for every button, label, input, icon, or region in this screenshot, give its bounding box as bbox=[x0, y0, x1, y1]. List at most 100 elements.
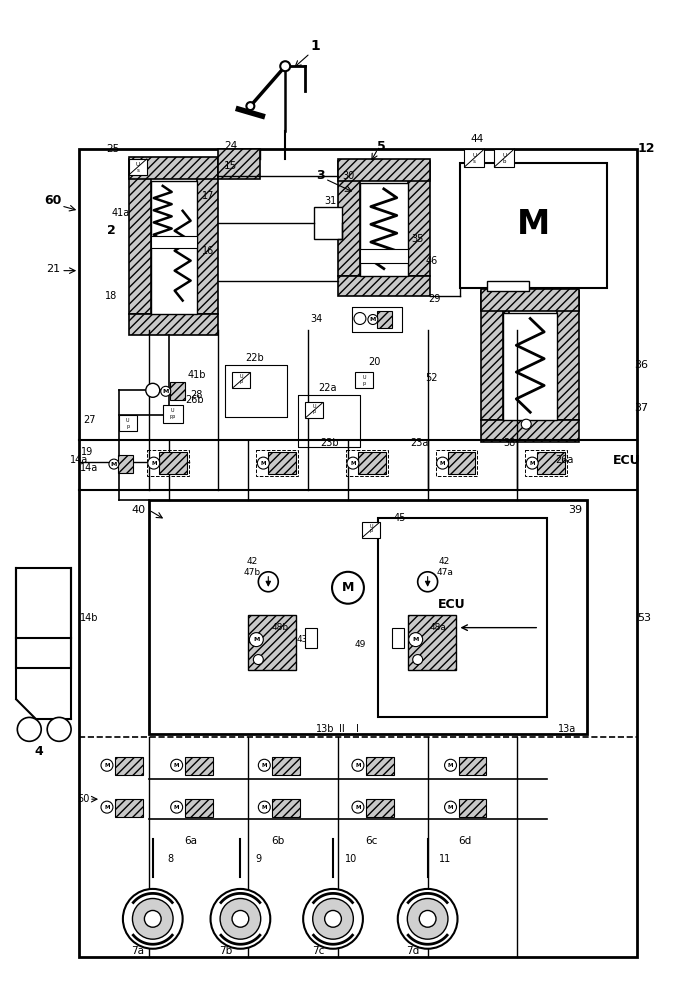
Circle shape bbox=[171, 759, 183, 771]
Bar bbox=[119, 415, 137, 431]
Text: M: M bbox=[151, 461, 157, 466]
Bar bbox=[346, 450, 387, 476]
Text: M: M bbox=[350, 461, 355, 466]
Circle shape bbox=[368, 315, 378, 324]
Bar bbox=[460, 163, 607, 288]
Bar bbox=[115, 757, 143, 775]
Text: p: p bbox=[369, 528, 373, 533]
Bar bbox=[362, 522, 380, 538]
Text: 45: 45 bbox=[394, 513, 406, 523]
Text: 19: 19 bbox=[81, 447, 93, 457]
Text: pp: pp bbox=[170, 414, 176, 419]
Text: p: p bbox=[126, 424, 129, 429]
Text: 6d: 6d bbox=[458, 836, 471, 846]
Bar bbox=[458, 799, 486, 817]
Bar bbox=[355, 372, 373, 388]
Bar bbox=[225, 365, 287, 417]
Text: 14a: 14a bbox=[80, 463, 98, 473]
Circle shape bbox=[445, 801, 456, 813]
Circle shape bbox=[354, 313, 366, 324]
Bar bbox=[481, 420, 579, 442]
Text: 20: 20 bbox=[368, 357, 381, 367]
Text: b: b bbox=[503, 159, 506, 164]
Circle shape bbox=[257, 457, 269, 469]
Circle shape bbox=[17, 717, 42, 741]
Text: II: II bbox=[339, 724, 345, 734]
Text: U: U bbox=[126, 418, 129, 423]
Circle shape bbox=[123, 889, 183, 949]
Text: 18: 18 bbox=[105, 291, 117, 301]
Text: 39: 39 bbox=[568, 505, 582, 515]
Text: 8: 8 bbox=[168, 854, 174, 864]
Text: 35: 35 bbox=[411, 234, 424, 244]
Text: U: U bbox=[136, 162, 140, 167]
Text: M: M bbox=[104, 805, 110, 810]
Circle shape bbox=[437, 457, 449, 469]
Text: U: U bbox=[171, 408, 174, 413]
Text: 42: 42 bbox=[247, 557, 258, 566]
Text: 47a: 47a bbox=[436, 568, 453, 577]
Circle shape bbox=[148, 457, 160, 469]
Text: 48a: 48a bbox=[429, 623, 446, 632]
Text: M: M bbox=[342, 581, 354, 594]
Text: 40: 40 bbox=[131, 505, 146, 515]
Text: U: U bbox=[313, 404, 316, 409]
Bar bbox=[488, 281, 529, 291]
Text: M: M bbox=[529, 461, 535, 466]
Text: M: M bbox=[253, 637, 259, 642]
Circle shape bbox=[101, 801, 113, 813]
Text: 49: 49 bbox=[354, 640, 366, 649]
Text: 22a: 22a bbox=[318, 383, 336, 393]
Bar bbox=[366, 757, 394, 775]
Text: M: M bbox=[355, 763, 361, 768]
Text: M: M bbox=[440, 461, 445, 466]
Text: 3: 3 bbox=[316, 169, 324, 182]
Text: ECU: ECU bbox=[613, 454, 641, 467]
Bar bbox=[268, 452, 296, 474]
Text: 10: 10 bbox=[345, 854, 357, 864]
Circle shape bbox=[210, 889, 270, 949]
Text: s: s bbox=[473, 159, 476, 164]
Text: 6b: 6b bbox=[272, 836, 285, 846]
Bar bbox=[366, 799, 394, 817]
Text: 9: 9 bbox=[255, 854, 262, 864]
Circle shape bbox=[352, 801, 364, 813]
Text: 29: 29 bbox=[428, 294, 441, 304]
Bar bbox=[148, 500, 587, 734]
Text: M: M bbox=[413, 637, 419, 642]
Text: 2: 2 bbox=[106, 224, 115, 237]
Text: U: U bbox=[369, 524, 373, 529]
Text: M: M bbox=[174, 805, 179, 810]
Bar bbox=[408, 615, 456, 670]
Text: 14b: 14b bbox=[80, 613, 98, 623]
Circle shape bbox=[413, 655, 423, 665]
Text: 38: 38 bbox=[503, 438, 516, 448]
Text: 34: 34 bbox=[310, 314, 322, 324]
Bar bbox=[338, 276, 430, 296]
Text: 16: 16 bbox=[202, 246, 215, 256]
Circle shape bbox=[281, 61, 290, 71]
Text: 21: 21 bbox=[46, 264, 60, 274]
Bar bbox=[298, 395, 360, 447]
Text: 41b: 41b bbox=[187, 370, 206, 380]
Text: U: U bbox=[503, 153, 507, 158]
Text: 47b: 47b bbox=[244, 568, 261, 577]
Text: M: M bbox=[262, 805, 267, 810]
Text: U: U bbox=[473, 153, 477, 158]
Bar bbox=[360, 249, 408, 263]
Text: s: s bbox=[136, 168, 140, 173]
Circle shape bbox=[398, 889, 458, 949]
Text: M: M bbox=[111, 462, 117, 467]
Bar bbox=[129, 159, 151, 314]
Bar bbox=[464, 149, 484, 167]
Text: 14a: 14a bbox=[70, 455, 89, 465]
Bar bbox=[170, 382, 185, 400]
Bar bbox=[503, 313, 557, 420]
Text: 7a: 7a bbox=[131, 946, 144, 956]
Bar bbox=[352, 307, 402, 332]
Bar bbox=[16, 568, 71, 668]
Circle shape bbox=[352, 759, 364, 771]
Text: 37: 37 bbox=[634, 403, 648, 413]
Text: 43: 43 bbox=[296, 635, 308, 644]
Bar bbox=[225, 365, 287, 417]
